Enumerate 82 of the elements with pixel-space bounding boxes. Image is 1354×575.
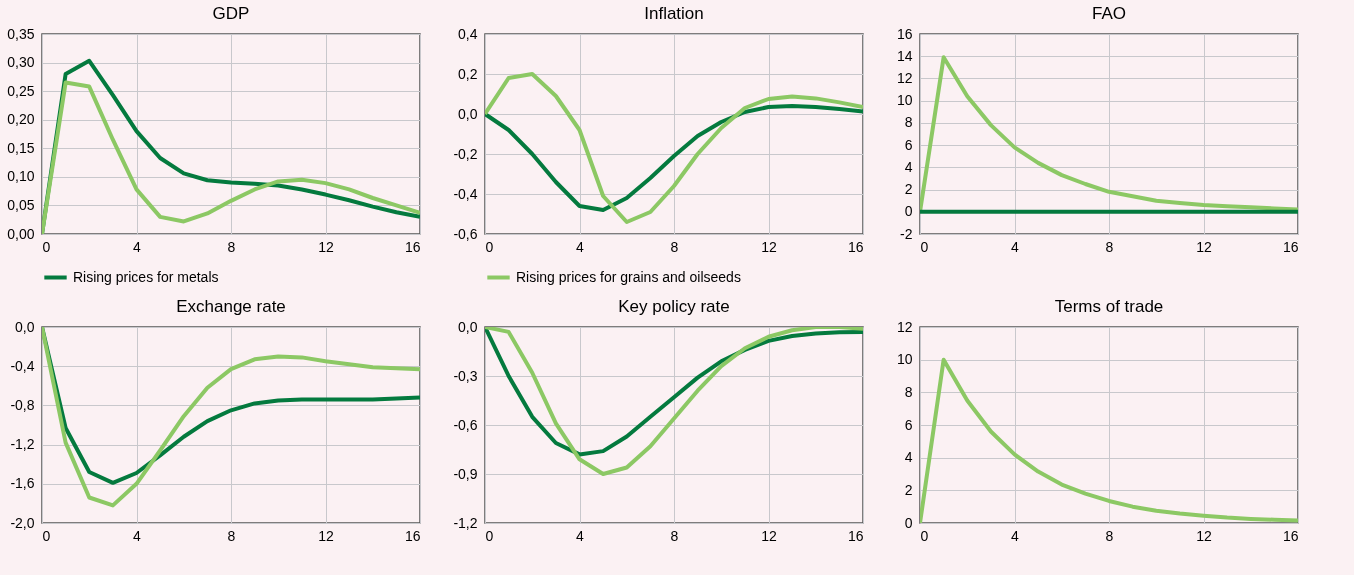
x-tick-label: 16 — [404, 527, 421, 544]
y-tick-label: 8 — [904, 383, 913, 400]
y-tick-label: 4 — [904, 449, 913, 466]
x-tick-label: 0 — [485, 527, 494, 544]
y-tick-label: -0,8 — [10, 396, 35, 413]
x-tick-label: 0 — [485, 238, 494, 255]
x-tick-label: 4 — [133, 527, 142, 544]
y-tick-label: 0,25 — [7, 82, 35, 99]
x-tick-label: 12 — [318, 238, 334, 255]
x-tick-label: 16 — [1282, 238, 1299, 255]
x-tick-label: 12 — [1196, 527, 1212, 544]
x-tick-label: 0 — [920, 527, 929, 544]
x-tick-label: 4 — [576, 238, 585, 255]
y-tick-label: 2 — [904, 181, 913, 198]
y-tick-label: 0,0 — [458, 318, 478, 335]
y-tick-label: -0,4 — [10, 357, 35, 374]
x-tick-label: 8 — [227, 527, 236, 544]
x-tick-label: 4 — [576, 527, 585, 544]
y-tick-label: 0,15 — [7, 139, 35, 156]
x-tick-label: 8 — [1105, 527, 1114, 544]
y-tick-label: -0,2 — [453, 145, 478, 162]
y-tick-label: 0,30 — [7, 54, 35, 71]
line-series — [485, 72, 863, 224]
y-tick-label: -0,9 — [453, 465, 478, 482]
chart-title: Terms of trade — [1054, 297, 1164, 316]
x-tick-label: 8 — [1105, 238, 1114, 255]
x-tick-label: 16 — [847, 527, 864, 544]
y-tick-label: 10 — [896, 92, 913, 109]
legend-label: Rising prices for grains and oilseeds — [516, 268, 741, 285]
x-tick-label: 4 — [1011, 238, 1020, 255]
y-tick-label: 0,10 — [7, 168, 35, 185]
y-tick-label: -0,3 — [453, 367, 478, 384]
y-tick-label: 0,35 — [7, 25, 35, 42]
y-tick-label: 6 — [904, 416, 913, 433]
y-tick-label: 0 — [904, 514, 913, 531]
y-tick-label: -1,2 — [10, 436, 35, 453]
y-tick-label: -2,0 — [10, 514, 35, 531]
y-tick-label: 0 — [904, 203, 913, 220]
x-tick-label: 16 — [847, 238, 864, 255]
line-series — [485, 104, 863, 212]
y-tick-label: 10 — [896, 351, 913, 368]
y-tick-label: 0,0 — [458, 105, 478, 122]
y-tick-label: 0,0 — [15, 318, 35, 335]
x-tick-label: 8 — [227, 238, 236, 255]
y-tick-label: 8 — [904, 114, 913, 131]
y-tick-label: 0,4 — [458, 25, 478, 42]
y-tick-label: 0,2 — [458, 65, 478, 82]
x-tick-label: 12 — [1196, 238, 1212, 255]
y-tick-label: 0,00 — [7, 225, 35, 242]
x-tick-label: 16 — [404, 238, 421, 255]
chart-title: GDP — [212, 4, 250, 23]
y-tick-label: 0,20 — [7, 111, 35, 128]
x-tick-label: 0 — [920, 238, 929, 255]
chart-title: Key policy rate — [618, 297, 730, 316]
y-tick-label: -2 — [900, 225, 913, 242]
y-tick-label: -0,6 — [453, 416, 478, 433]
x-tick-label: 16 — [1282, 527, 1299, 544]
y-tick-label: 2 — [904, 481, 913, 498]
x-tick-label: 8 — [670, 527, 679, 544]
y-tick-label: -1,2 — [453, 514, 478, 531]
y-tick-label: -0,6 — [453, 225, 478, 242]
x-tick-label: 0 — [42, 238, 51, 255]
chart-title: Exchange rate — [176, 297, 286, 316]
y-tick-label: 4 — [904, 158, 913, 175]
y-tick-label: 6 — [904, 136, 913, 153]
x-tick-label: 0 — [42, 527, 51, 544]
x-tick-label: 4 — [1011, 527, 1020, 544]
y-tick-label: -0,4 — [453, 185, 478, 202]
x-tick-label: 12 — [318, 527, 334, 544]
x-tick-label: 8 — [670, 238, 679, 255]
x-tick-label: 4 — [133, 238, 142, 255]
y-tick-label: 16 — [896, 25, 913, 42]
legend-label: Rising prices for metals — [73, 268, 219, 285]
y-tick-label: 14 — [896, 47, 913, 64]
y-tick-label: -1,6 — [10, 475, 35, 492]
x-tick-label: 12 — [761, 527, 777, 544]
y-tick-label: 12 — [896, 69, 913, 86]
chart-title: FAO — [1091, 4, 1127, 23]
y-tick-label: 0,05 — [7, 196, 35, 213]
y-tick-label: 12 — [896, 318, 913, 335]
chart-title: Inflation — [644, 4, 704, 23]
x-tick-label: 12 — [761, 238, 777, 255]
